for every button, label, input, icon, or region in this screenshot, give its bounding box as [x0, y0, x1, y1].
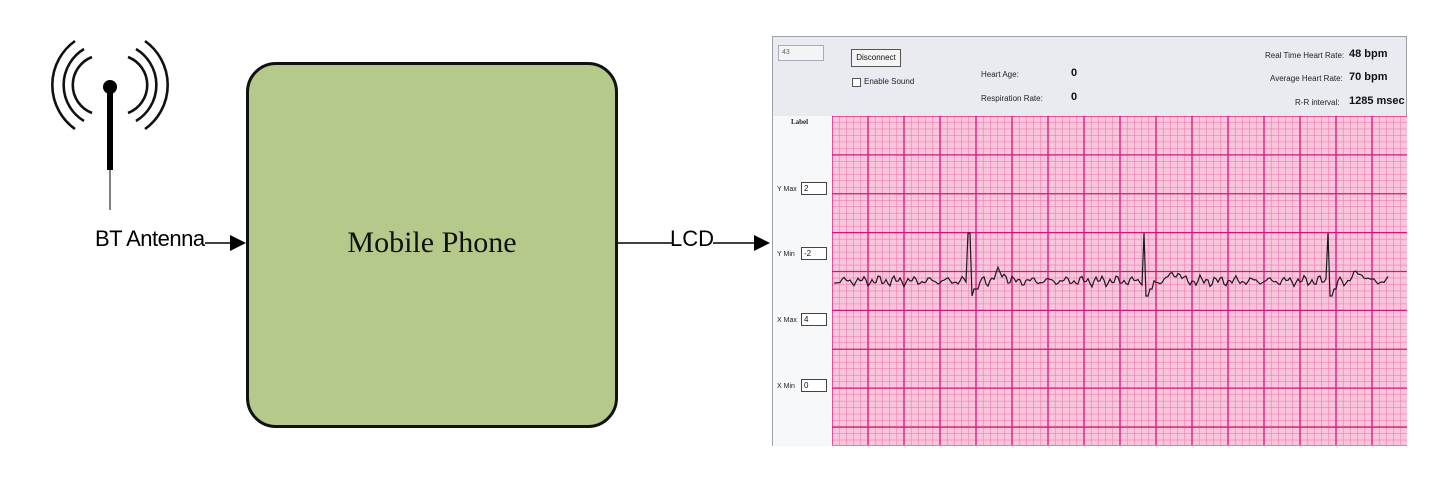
- ymax-field[interactable]: 2: [801, 182, 827, 195]
- ecg-grid-major: [832, 116, 1407, 445]
- heart-age-label: Heart Age:: [981, 70, 1019, 79]
- phone-to-lcd-arrowhead: [754, 235, 770, 251]
- axis-settings-panel: Label Y Max 2 Y Min -2 X Max 4 X Min 0: [773, 116, 833, 446]
- avg-heart-rate-label: Average Heart Rate:: [1270, 74, 1343, 83]
- rt-heart-rate-label: Real Time Heart Rate:: [1265, 51, 1345, 60]
- port-field[interactable]: 43: [778, 45, 824, 61]
- lcd-label: LCD: [670, 226, 715, 251]
- antenna-to-phone-arrowhead: [230, 235, 246, 251]
- xmin-field[interactable]: 0: [801, 379, 827, 392]
- avg-heart-rate-value: 70 bpm: [1349, 71, 1388, 83]
- ymin-field[interactable]: -2: [801, 247, 827, 260]
- respiration-value: 0: [1071, 91, 1078, 103]
- bt-antenna-label: BT Antenna: [95, 226, 205, 251]
- ymin-label: Y Min: [777, 251, 795, 258]
- lcd-screen: 43 Disconnect Enable Sound Heart Age: 0 …: [772, 36, 1407, 446]
- respiration-label: Respiration Rate:: [981, 94, 1043, 103]
- rt-heart-rate-value: 48 bpm: [1349, 48, 1388, 60]
- mobile-phone-label: Mobile Phone: [347, 225, 517, 259]
- heart-age-value: 0: [1071, 67, 1078, 79]
- xmin-label: X Min: [777, 383, 795, 390]
- ecg-trace: [833, 232, 1389, 297]
- mobile-phone-block: Mobile Phone: [246, 62, 618, 428]
- antenna-icon: [51, 39, 169, 210]
- rr-interval-label: R-R interval:: [1295, 98, 1340, 107]
- enable-sound-label: Enable Sound: [864, 77, 915, 86]
- rr-interval-value: 1285 msec: [1349, 95, 1405, 107]
- ymax-label: Y Max: [777, 186, 797, 193]
- panel-title: Label: [791, 118, 809, 126]
- disconnect-button[interactable]: Disconnect: [851, 49, 901, 67]
- enable-sound-checkbox[interactable]: [852, 78, 861, 87]
- ecg-chart: [832, 116, 1407, 445]
- xmax-label: X Max: [777, 317, 797, 324]
- xmax-field[interactable]: 4: [801, 313, 827, 326]
